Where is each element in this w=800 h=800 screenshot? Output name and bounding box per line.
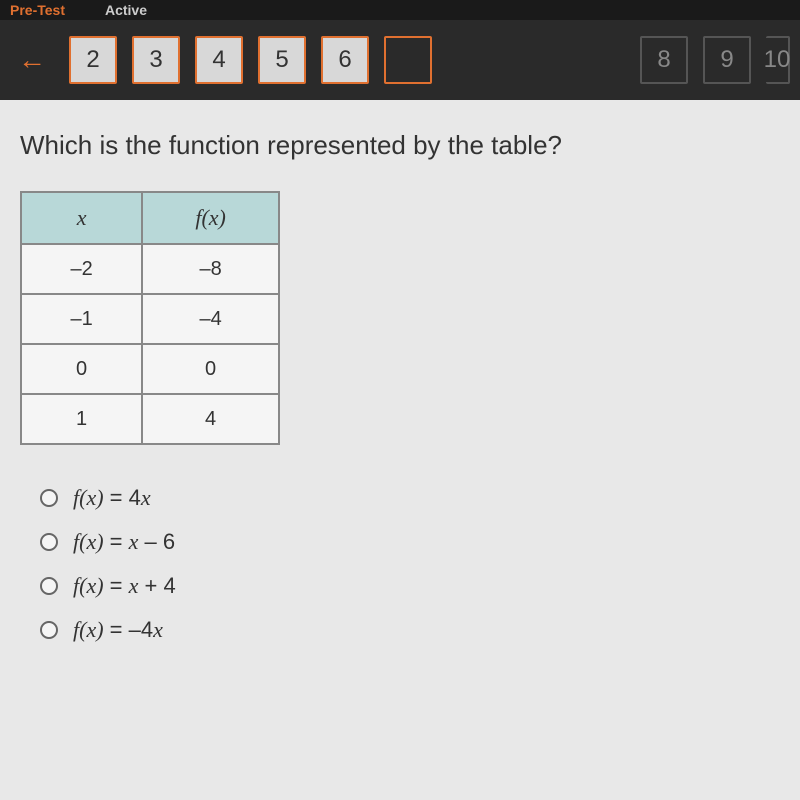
nav-btn-3[interactable]: 3 bbox=[132, 36, 180, 84]
option-b-text: f(x) = x – 6 bbox=[73, 529, 175, 555]
eq-part: = –4 bbox=[104, 617, 154, 642]
nav-btn-label: 10 bbox=[764, 46, 791, 74]
cell-fx: –8 bbox=[142, 244, 279, 294]
table-row: 1 4 bbox=[21, 394, 279, 444]
nav-btn-2[interactable]: 2 bbox=[69, 36, 117, 84]
table-header-x: x bbox=[21, 192, 142, 244]
option-d[interactable]: f(x) = –4x bbox=[40, 617, 780, 643]
eq-part: = 4 bbox=[104, 485, 141, 510]
option-a-text: f(x) = 4x bbox=[73, 485, 151, 511]
nav-btn-6[interactable]: 6 bbox=[321, 36, 369, 84]
option-b[interactable]: f(x) = x – 6 bbox=[40, 529, 780, 555]
radio-icon[interactable] bbox=[40, 621, 58, 639]
table-header-fx: f(x) bbox=[142, 192, 279, 244]
header-fx-label: f(x) bbox=[195, 205, 226, 230]
var-part: x bbox=[129, 529, 139, 554]
radio-icon[interactable] bbox=[40, 533, 58, 551]
option-c-text: f(x) = x + 4 bbox=[73, 573, 176, 599]
header-x-label: x bbox=[77, 205, 87, 230]
eq-part: = bbox=[104, 529, 129, 554]
eq-part: = bbox=[104, 573, 129, 598]
cell-fx: 0 bbox=[142, 344, 279, 394]
cell-x: 0 bbox=[21, 344, 142, 394]
cell-fx: –4 bbox=[142, 294, 279, 344]
option-d-text: f(x) = –4x bbox=[73, 617, 163, 643]
nav-btn-label: 2 bbox=[86, 46, 99, 74]
function-table: x f(x) –2 –8 –1 –4 0 0 1 4 bbox=[20, 191, 280, 445]
option-c[interactable]: f(x) = x + 4 bbox=[40, 573, 780, 599]
nav-btn-label: 5 bbox=[275, 46, 288, 74]
question-text: Which is the function represented by the… bbox=[20, 130, 780, 161]
option-a[interactable]: f(x) = 4x bbox=[40, 485, 780, 511]
nav-btn-5[interactable]: 5 bbox=[258, 36, 306, 84]
tail-part: + 4 bbox=[138, 573, 175, 598]
fx-part: f(x) bbox=[73, 573, 104, 598]
cell-x: 1 bbox=[21, 394, 142, 444]
nav-btn-label: 3 bbox=[149, 46, 162, 74]
content-area: Which is the function represented by the… bbox=[0, 100, 800, 673]
cell-x: –2 bbox=[21, 244, 142, 294]
nav-btn-label: 6 bbox=[338, 46, 351, 74]
back-arrow-icon[interactable]: ← bbox=[10, 44, 54, 76]
fx-part: f(x) bbox=[73, 617, 104, 642]
table-row: –1 –4 bbox=[21, 294, 279, 344]
answer-options: f(x) = 4x f(x) = x – 6 f(x) = x + 4 f(x)… bbox=[20, 485, 780, 643]
nav-btn-label: 9 bbox=[720, 46, 733, 74]
nav-bar: ← 2 3 4 5 6 8 9 10 bbox=[0, 20, 800, 100]
top-header: Pre-Test Active bbox=[0, 0, 800, 20]
nav-btn-10[interactable]: 10 bbox=[766, 36, 790, 84]
table-row: –2 –8 bbox=[21, 244, 279, 294]
active-tab[interactable]: Active bbox=[105, 2, 147, 18]
nav-btn-label: 4 bbox=[212, 46, 225, 74]
nav-btn-label: 8 bbox=[657, 46, 670, 74]
pretest-tab[interactable]: Pre-Test bbox=[10, 2, 65, 18]
fx-part: f(x) bbox=[73, 485, 104, 510]
var-part: x bbox=[141, 485, 151, 510]
nav-btn-9[interactable]: 9 bbox=[703, 36, 751, 84]
nav-btn-8[interactable]: 8 bbox=[640, 36, 688, 84]
nav-btn-4[interactable]: 4 bbox=[195, 36, 243, 84]
nav-btn-empty[interactable] bbox=[384, 36, 432, 84]
table-row: 0 0 bbox=[21, 344, 279, 394]
radio-icon[interactable] bbox=[40, 489, 58, 507]
radio-icon[interactable] bbox=[40, 577, 58, 595]
cell-x: –1 bbox=[21, 294, 142, 344]
tail-part: – 6 bbox=[138, 529, 175, 554]
var-part: x bbox=[129, 573, 139, 598]
cell-fx: 4 bbox=[142, 394, 279, 444]
var-part: x bbox=[153, 617, 163, 642]
fx-part: f(x) bbox=[73, 529, 104, 554]
